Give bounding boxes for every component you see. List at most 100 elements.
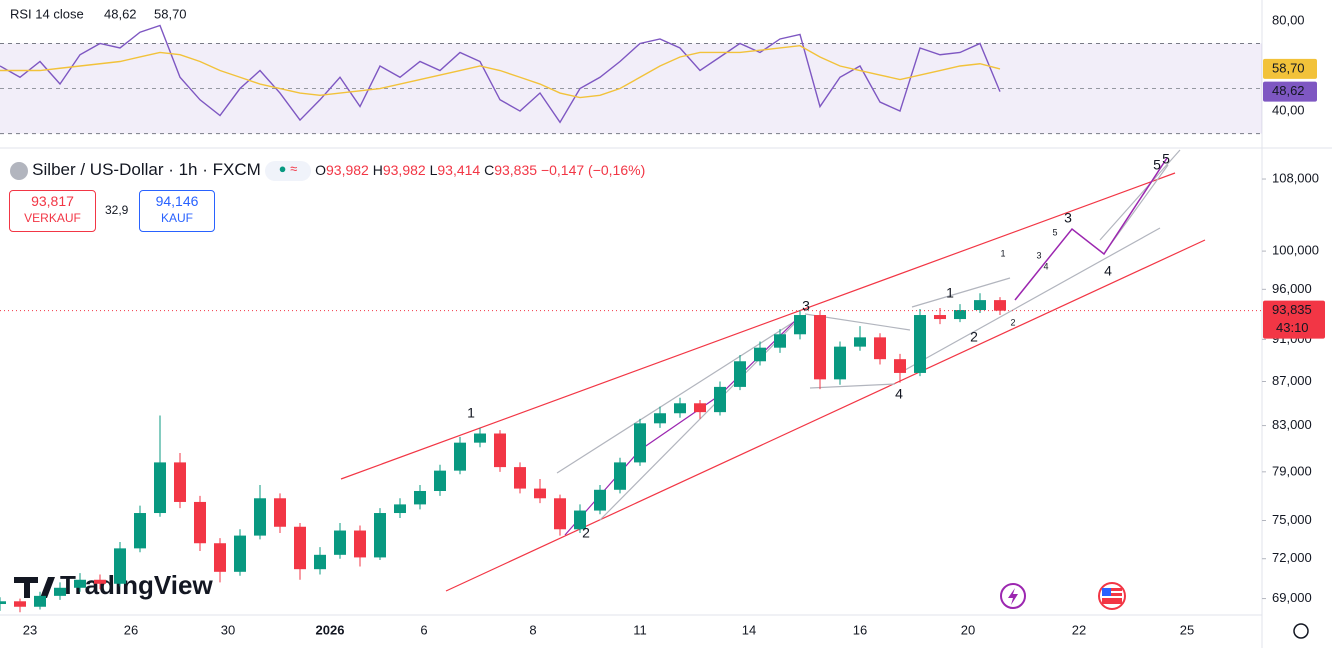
wave-label: 3: [1064, 210, 1072, 226]
trend-line: [911, 277, 1011, 308]
candle-body: [154, 462, 166, 514]
wave-projection: [1014, 157, 1168, 301]
sell-button[interactable]: 93,817 VERKAUF: [9, 190, 96, 232]
x-tick-label: 14: [742, 622, 756, 637]
y-tick-label: 87,000: [1272, 373, 1312, 388]
candle-body: [454, 442, 466, 471]
wave-label: 1: [946, 285, 954, 301]
rsi-title: RSI 14 close: [10, 6, 84, 21]
drawings: [340, 149, 1206, 592]
candle-body: [554, 498, 566, 530]
o-label: O: [315, 162, 327, 178]
y-tick-label: 108,000: [1272, 170, 1319, 185]
candle-body: [494, 433, 506, 468]
last-price-label: 93,835: [1272, 302, 1312, 317]
candle-body: [694, 403, 706, 413]
candle-body: [634, 423, 646, 463]
candle-body: [34, 595, 46, 607]
candle-body: [834, 346, 846, 380]
trend-line: [556, 317, 801, 474]
x-tick-label: 26: [124, 622, 138, 637]
candle-body: [54, 587, 66, 596]
wave-label: 3: [802, 298, 810, 314]
sell-label: VERKAUF: [24, 211, 81, 225]
candle-body: [194, 501, 206, 544]
change: −0,147 (−0,16%): [540, 162, 646, 178]
wave-label: 1: [467, 405, 475, 421]
candle-body: [854, 337, 866, 347]
symbol-icon: [10, 162, 28, 181]
candle-body: [954, 310, 966, 320]
candle-body: [594, 489, 606, 511]
x-tick-label: 30: [221, 622, 235, 637]
symbol: Silber / US-Dollar · 1h · FXCM: [32, 160, 261, 179]
x-tick-label: 23: [23, 622, 37, 637]
wave-label: 1: [1000, 248, 1005, 258]
rsi-value-tag-text: 48,62: [1272, 83, 1305, 98]
candle-body: [394, 504, 406, 514]
candle-body: [354, 530, 366, 558]
wave-label: 2: [582, 525, 590, 541]
h-label: H: [372, 162, 383, 178]
x-tick-label: 2026: [316, 622, 345, 637]
candle-body: [234, 535, 246, 572]
close: 93,835: [494, 162, 538, 178]
rsi-legend-value: 58,70: [154, 6, 187, 21]
wave-label: 5: [1162, 151, 1170, 167]
wave-label: 2: [1010, 317, 1015, 327]
candle-body: [114, 548, 126, 584]
candle-body: [894, 359, 906, 373]
x-tick-label: 22: [1072, 622, 1086, 637]
x-tick-label: 11: [633, 622, 647, 637]
candle-body: [654, 413, 666, 424]
open: 93,982: [326, 162, 369, 178]
x-tick-label: 6: [420, 622, 427, 637]
last-price-tag: [1263, 300, 1325, 339]
y-tick-label: 83,000: [1272, 417, 1312, 432]
candle-body: [714, 386, 726, 413]
candle-body: [134, 513, 146, 549]
high: 93,982: [382, 162, 426, 178]
candle-body: [934, 315, 946, 320]
spread: 32,9: [105, 203, 129, 217]
wave-label: 2: [970, 329, 978, 345]
candle-body: [434, 470, 446, 491]
y-tick-label: 96,000: [1272, 281, 1312, 296]
candle-body: [474, 433, 486, 443]
status-pill[interactable]: ● ≈: [264, 161, 311, 182]
candle-body: [294, 526, 306, 570]
candle-body: [794, 315, 806, 335]
y-tick-label: 100,000: [1272, 243, 1319, 258]
y-tick-label: 69,000: [1272, 590, 1312, 605]
trend-line: [904, 227, 1161, 371]
candle-body: [914, 315, 926, 373]
candle-body: [14, 601, 26, 607]
candle-body: [74, 579, 86, 588]
rsi-tick-label: 40,00: [1272, 102, 1305, 117]
x-tick-label: 25: [1180, 622, 1194, 637]
settings-icon[interactable]: [1293, 623, 1309, 639]
candle-body: [374, 513, 386, 558]
buy-button[interactable]: 94,146 KAUF: [139, 190, 215, 232]
candle-body: [814, 315, 826, 380]
wave-label: 4: [895, 386, 903, 402]
y-tick-label: 75,000: [1272, 512, 1312, 527]
event-icons: [1000, 582, 1126, 610]
low: 93,414: [437, 162, 481, 178]
trend-line: [445, 239, 1206, 592]
candle-body: [614, 462, 626, 490]
y-tick-label: 79,000: [1272, 463, 1312, 478]
symbol-bar: Silber / US-Dollar · 1h · FXCM ● ≈ O93,9…: [10, 160, 646, 182]
rsi-line: [0, 24, 1001, 124]
trend-line: [1099, 149, 1181, 241]
candle-body: [974, 300, 986, 311]
x-tick-label: 20: [961, 622, 975, 637]
candle-body: [514, 467, 526, 489]
candle-body: [414, 490, 426, 505]
candle-body: [754, 347, 766, 362]
candle-body: [674, 403, 686, 414]
flag-stripe: [1102, 591, 1122, 593]
wave-label: 4: [1043, 261, 1048, 271]
